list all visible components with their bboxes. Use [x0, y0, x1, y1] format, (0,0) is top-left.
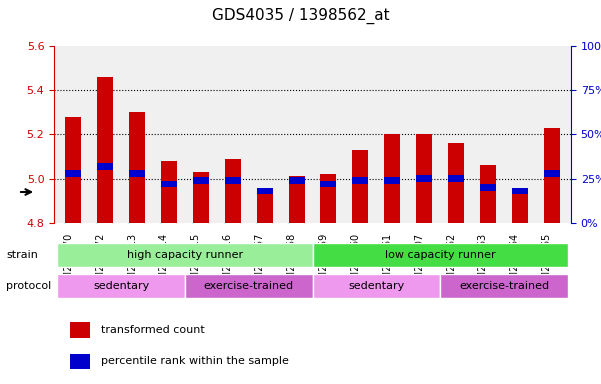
- Bar: [416, 175, 432, 182]
- Bar: [512, 188, 528, 194]
- Bar: [97, 77, 113, 223]
- Bar: [352, 150, 368, 223]
- Bar: [70, 354, 90, 369]
- Bar: [320, 180, 337, 187]
- Bar: [129, 170, 145, 177]
- Bar: [70, 323, 90, 338]
- Bar: [288, 176, 305, 223]
- Bar: [384, 177, 400, 184]
- FancyBboxPatch shape: [57, 243, 313, 268]
- Bar: [193, 177, 209, 184]
- Text: percentile rank within the sample: percentile rank within the sample: [100, 356, 288, 366]
- FancyBboxPatch shape: [440, 274, 568, 298]
- Bar: [161, 180, 177, 187]
- Bar: [512, 194, 528, 223]
- Bar: [161, 161, 177, 223]
- FancyBboxPatch shape: [313, 243, 568, 268]
- Bar: [225, 159, 241, 223]
- Bar: [448, 143, 464, 223]
- Bar: [225, 177, 241, 184]
- Bar: [544, 170, 560, 177]
- Text: protocol: protocol: [6, 281, 51, 291]
- Bar: [193, 172, 209, 223]
- Bar: [257, 188, 273, 194]
- FancyBboxPatch shape: [185, 274, 313, 298]
- Bar: [448, 175, 464, 182]
- Bar: [320, 174, 337, 223]
- Text: exercise-trained: exercise-trained: [204, 281, 294, 291]
- Bar: [66, 117, 81, 223]
- Text: sedentary: sedentary: [93, 281, 149, 291]
- Bar: [66, 170, 81, 177]
- Bar: [480, 184, 496, 191]
- Bar: [97, 163, 113, 169]
- Text: sedentary: sedentary: [348, 281, 404, 291]
- Text: low capacity runner: low capacity runner: [385, 250, 495, 260]
- Bar: [352, 177, 368, 184]
- Bar: [416, 134, 432, 223]
- Bar: [544, 128, 560, 223]
- Bar: [480, 165, 496, 223]
- Bar: [129, 112, 145, 223]
- Text: GDS4035 / 1398562_at: GDS4035 / 1398562_at: [212, 8, 389, 24]
- Text: transformed count: transformed count: [100, 325, 204, 335]
- FancyBboxPatch shape: [313, 274, 440, 298]
- Text: exercise-trained: exercise-trained: [459, 281, 549, 291]
- Text: strain: strain: [6, 250, 38, 260]
- Text: high capacity runner: high capacity runner: [127, 250, 243, 260]
- Bar: [257, 194, 273, 223]
- Bar: [288, 177, 305, 184]
- FancyBboxPatch shape: [57, 274, 185, 298]
- Bar: [384, 134, 400, 223]
